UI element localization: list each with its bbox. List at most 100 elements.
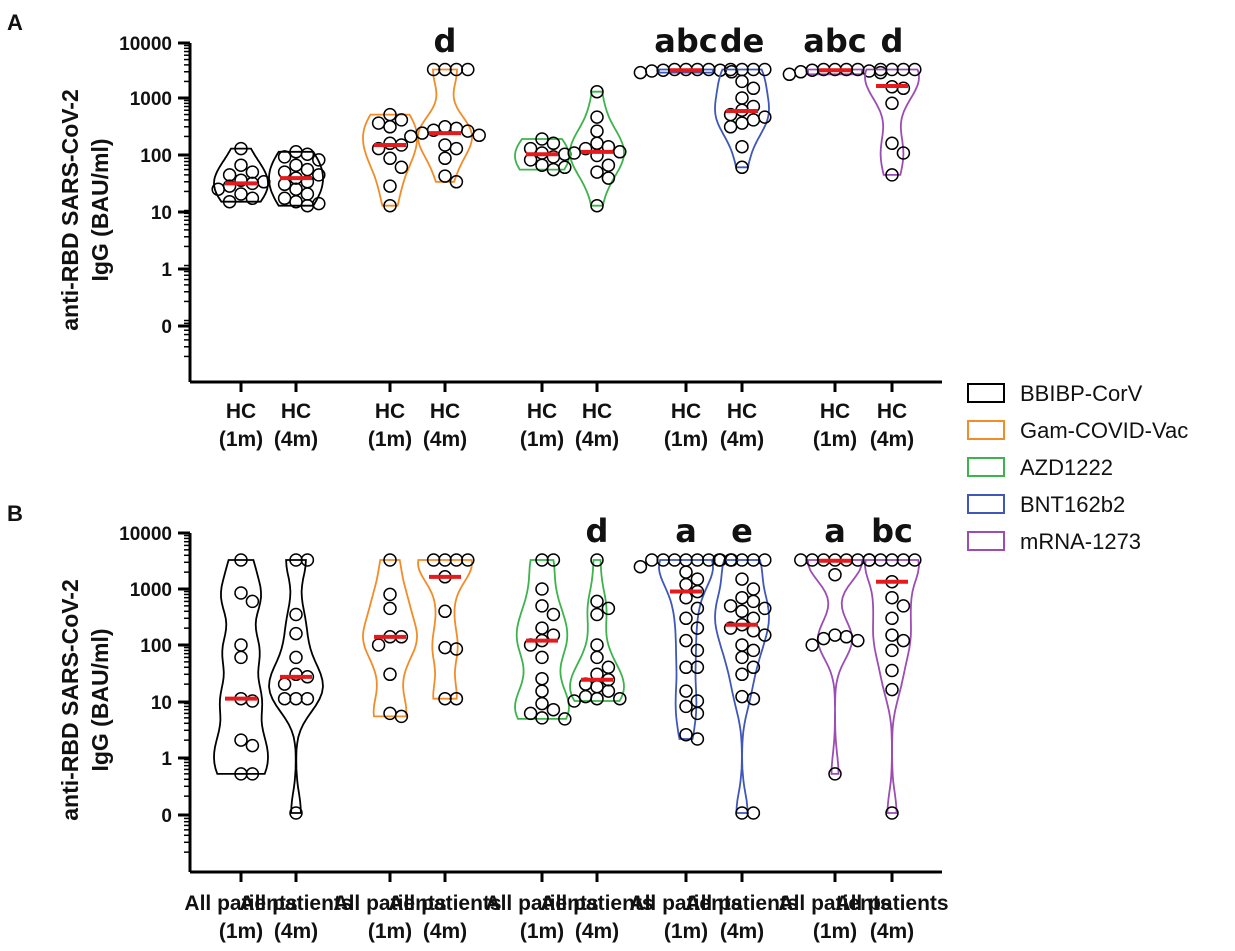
violin-group: de HC (4m) — [714, 22, 772, 451]
violin-outline — [514, 559, 570, 720]
x-tick-label: (1m) — [368, 920, 412, 943]
x-tick-label: (4m) — [575, 920, 619, 943]
data-point — [535, 599, 549, 613]
data-point — [558, 712, 572, 726]
x-tick-label: HC — [820, 400, 850, 423]
x-tick-label: (4m) — [274, 920, 318, 943]
violin-group: d HC (4m) — [864, 22, 922, 451]
data-point — [312, 168, 326, 182]
y-tick-label: 0 — [161, 317, 172, 338]
data-point — [546, 702, 561, 717]
data-point — [590, 553, 604, 567]
data-point — [908, 62, 922, 77]
data-point — [690, 732, 705, 746]
data-point — [896, 633, 911, 648]
data-point — [300, 198, 315, 213]
x-tick-label: (4m) — [720, 428, 764, 451]
data-point — [601, 660, 616, 675]
significance-label: a — [824, 512, 846, 550]
data-point — [300, 553, 315, 567]
data-point — [289, 182, 303, 196]
x-tick-label: All patients — [184, 892, 297, 915]
data-point — [794, 65, 808, 79]
y-axis-label-line: IgG (BAU/ml) — [87, 628, 113, 771]
data-point — [394, 113, 409, 127]
data-point — [535, 158, 549, 172]
y-axis-label-line: anti-RBD SARS-CoV-2 — [57, 89, 83, 331]
data-point — [896, 146, 911, 160]
data-point — [735, 590, 749, 605]
data-point — [383, 667, 397, 682]
y-tick-label: 1000 — [130, 580, 172, 601]
data-point — [794, 553, 808, 567]
data-point — [885, 806, 899, 820]
data-point — [438, 151, 452, 166]
data-point — [735, 91, 749, 105]
data-point — [245, 767, 260, 781]
data-point — [277, 177, 292, 192]
data-point — [300, 162, 315, 177]
data-point — [371, 141, 386, 156]
data-point — [289, 158, 303, 172]
data-point — [679, 577, 693, 592]
violin-group: HC (4m) — [268, 145, 326, 451]
x-tick-label: All patients — [333, 892, 446, 915]
data-point — [371, 116, 386, 130]
data-point — [590, 165, 604, 179]
data-point — [245, 165, 260, 179]
violin-outline — [714, 68, 770, 169]
data-point — [383, 706, 397, 721]
legend-swatch — [967, 383, 1005, 403]
significance-label: abc — [654, 22, 717, 60]
data-point — [590, 638, 604, 652]
data-point — [735, 604, 749, 619]
data-point — [601, 158, 616, 172]
x-tick-label: All patients — [388, 892, 501, 915]
data-point — [690, 643, 705, 658]
violin-outline — [864, 68, 920, 176]
data-point — [590, 148, 604, 163]
violin-group: a All patients (1m) — [629, 512, 742, 943]
data-point — [404, 129, 418, 144]
x-tick-label: (4m) — [870, 428, 914, 451]
data-point — [449, 642, 464, 656]
data-point — [546, 162, 561, 177]
data-point — [438, 120, 452, 134]
data-point — [449, 175, 464, 189]
data-point — [590, 594, 604, 609]
data-point — [383, 151, 397, 166]
data-point — [371, 638, 386, 652]
legend-label: AZD1222 — [1020, 455, 1113, 480]
data-point — [758, 110, 772, 124]
data-point — [578, 141, 593, 156]
violin-outline — [658, 559, 714, 740]
legend-swatch — [967, 420, 1005, 440]
data-point — [679, 699, 693, 714]
data-point — [735, 638, 749, 652]
data-point — [426, 62, 441, 77]
violin-outline — [417, 68, 473, 183]
legend-swatch — [967, 494, 1005, 514]
data-point — [438, 169, 452, 183]
data-point — [828, 628, 842, 642]
violin-outline — [569, 90, 625, 207]
data-point — [746, 691, 761, 706]
data-point — [816, 631, 831, 646]
x-tick-label: (4m) — [720, 920, 764, 943]
data-point — [758, 601, 772, 616]
data-point — [245, 191, 260, 206]
data-point — [885, 643, 899, 658]
x-tick-label: HC — [430, 400, 460, 423]
data-point — [383, 179, 397, 193]
x-tick-label: HC — [671, 400, 701, 423]
data-point — [535, 671, 549, 686]
x-tick-label: (1m) — [664, 920, 708, 943]
violin-outline — [268, 150, 324, 207]
data-point — [746, 643, 761, 658]
legend-item: mRNA-1273 — [967, 529, 1141, 554]
data-point — [885, 96, 899, 111]
violin-group: All patients (1m) — [184, 553, 298, 943]
data-point — [885, 682, 899, 697]
data-point — [535, 711, 549, 725]
y-tick-label: 10000 — [119, 34, 172, 55]
